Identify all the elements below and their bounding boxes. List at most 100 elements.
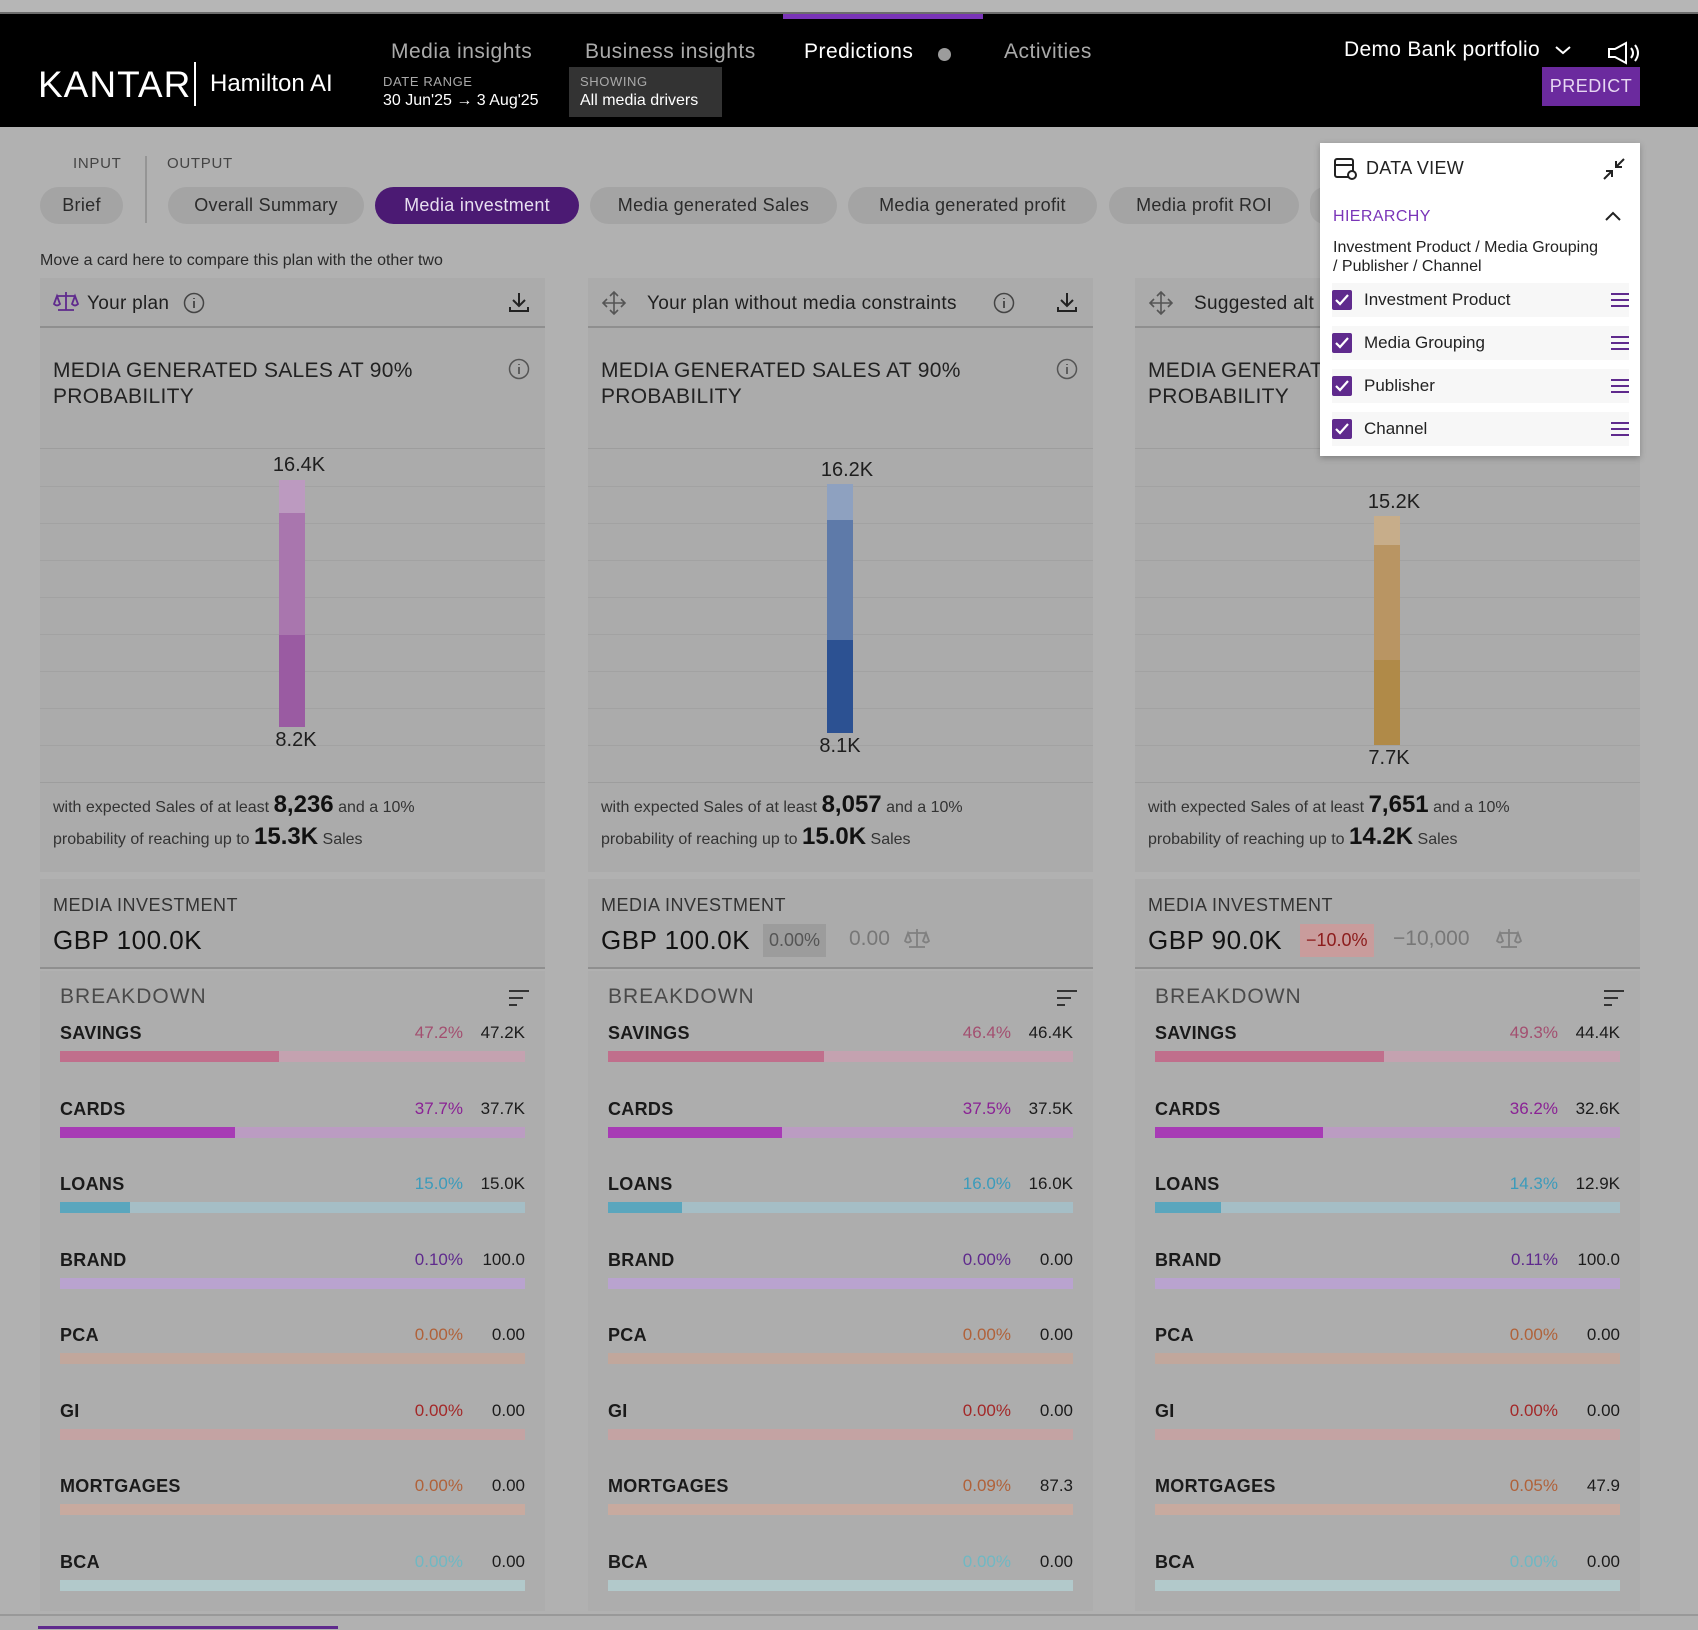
breakdown-row-savings[interactable]: SAVINGS 49.3% 44.4K: [1155, 1023, 1620, 1093]
breakdown-row-cards[interactable]: CARDS 36.2% 32.6K: [1155, 1099, 1620, 1169]
breakdown-row-percent: 47.2%: [414, 1023, 463, 1042]
drag-handle-icon[interactable]: [1611, 291, 1629, 309]
breakdown-bar-track: [60, 1579, 525, 1591]
breakdown-row-savings[interactable]: SAVINGS 46.4% 46.4K: [608, 1023, 1073, 1093]
breakdown-row-value: 37.5K: [1028, 1098, 1073, 1118]
breakdown-title: BREAKDOWN: [608, 985, 755, 1008]
breakdown-row-cards[interactable]: CARDS 37.7% 37.7K: [60, 1099, 525, 1169]
breakdown-bar-fill: [608, 1202, 683, 1213]
investment-difference: 0.00: [849, 927, 890, 950]
plan-card-your-plan[interactable]: Your plan MEDIA GENERATED SALES AT 90% P…: [40, 278, 545, 872]
sort-icon[interactable]: [1602, 988, 1626, 1008]
tab-brief[interactable]: Brief: [40, 187, 123, 224]
info-icon[interactable]: [183, 292, 205, 314]
breakdown-row-brand[interactable]: BRAND 0.00% 0.00: [608, 1250, 1073, 1320]
breakdown-row-loans[interactable]: LOANS 14.3% 12.9K: [1155, 1174, 1620, 1244]
breakdown-title: BREAKDOWN: [1155, 985, 1302, 1008]
sort-icon[interactable]: [507, 988, 531, 1008]
checkbox-checked[interactable]: [1332, 333, 1352, 353]
date-range-value[interactable]: 30 Jun'25 → 3 Aug'25: [383, 92, 539, 109]
breakdown-row-loans[interactable]: LOANS 16.0% 16.0K: [608, 1174, 1073, 1244]
checkbox-checked[interactable]: [1332, 419, 1352, 439]
metric-title: MEDIA GENERATED SALES AT 90% PROBABILITY: [53, 359, 413, 408]
breakdown-row-percent: 0.00%: [962, 1249, 1011, 1269]
drag-handle-icon[interactable]: [1611, 420, 1629, 438]
nav-activities[interactable]: Activities: [1004, 40, 1092, 63]
card-title: Your plan: [87, 293, 170, 314]
breakdown-row-pca[interactable]: PCA 0.00% 0.00: [60, 1325, 525, 1395]
breakdown-row-loans[interactable]: LOANS 15.0% 15.0K: [60, 1174, 525, 1244]
megaphone-icon[interactable]: [1606, 40, 1642, 66]
tab-media-investment[interactable]: Media investment: [375, 187, 579, 224]
hierarchy-level-row[interactable]: Media Grouping: [1332, 326, 1629, 360]
chevron-up-icon[interactable]: [1604, 209, 1622, 223]
tab-media-generated-profit[interactable]: Media generated profit: [848, 187, 1097, 224]
drag-handle-icon[interactable]: [1611, 334, 1629, 352]
breakdown-bar-fill: [608, 1126, 783, 1138]
nav-status-dot: [938, 48, 951, 61]
move-icon[interactable]: [1148, 290, 1174, 316]
breakdown-row-pca[interactable]: PCA 0.00% 0.00: [608, 1325, 1073, 1395]
download-icon[interactable]: [1055, 290, 1079, 314]
breakdown-row-name: CARDS: [608, 1098, 674, 1119]
info-icon[interactable]: [1056, 358, 1078, 380]
expect-text: and a 10%: [886, 799, 963, 816]
checkbox-checked[interactable]: [1332, 290, 1352, 310]
tab-overall-summary[interactable]: Overall Summary: [168, 187, 364, 224]
breakdown-row-name: CARDS: [60, 1098, 126, 1119]
breakdown-row-bca[interactable]: BCA 0.00% 0.00: [1155, 1552, 1620, 1622]
breakdown-row-mortgages[interactable]: MORTGAGES 0.09% 87.3: [608, 1476, 1073, 1546]
nav-business-insights[interactable]: Business insights: [585, 40, 756, 63]
breakdown-bar-track: [608, 1051, 1073, 1062]
download-icon[interactable]: [507, 290, 531, 314]
media-investment-value: GBP 90.0K: [1148, 925, 1283, 955]
showing-label: SHOWING: [580, 74, 648, 89]
tab-media-generated-sales[interactable]: Media generated Sales: [590, 187, 837, 224]
breakdown-row-mortgages[interactable]: MORTGAGES 0.00% 0.00: [60, 1476, 525, 1546]
breakdown-row-name: GI: [1155, 1400, 1175, 1421]
metric-title-line: MEDIA GENERATI: [1148, 359, 1330, 382]
expect-text: with expected Sales of at least: [53, 799, 270, 816]
breakdown-row-name: BCA: [60, 1551, 100, 1572]
breakdown-bar-fill: [1155, 1126, 1324, 1138]
breakdown-row-savings[interactable]: SAVINGS 47.2% 47.2K: [60, 1023, 525, 1093]
breakdown-row-pca[interactable]: PCA 0.00% 0.00: [1155, 1325, 1620, 1395]
hierarchy-level-row[interactable]: Publisher: [1332, 369, 1629, 403]
drag-handle-icon[interactable]: [1611, 377, 1629, 395]
breakdown-row-cards[interactable]: CARDS 37.5% 37.5K: [608, 1099, 1073, 1169]
info-icon[interactable]: [993, 292, 1015, 314]
media-investment-label: MEDIA INVESTMENT: [53, 895, 239, 915]
breakdown-row-brand[interactable]: BRAND 0.11% 100.0: [1155, 1250, 1620, 1320]
max-sales-value: 15.0K: [802, 823, 867, 850]
hierarchy-level-row[interactable]: Investment Product: [1332, 283, 1629, 317]
breakdown-row-gi[interactable]: GI 0.00% 0.00: [60, 1401, 525, 1471]
plan-card-without-constraints[interactable]: Your plan without media constraints MEDI…: [588, 278, 1093, 872]
nav-predictions[interactable]: Predictions: [804, 40, 914, 63]
breakdown-row-brand[interactable]: BRAND 0.10% 100.0: [60, 1250, 525, 1320]
predict-button[interactable]: PREDICT: [1542, 67, 1640, 106]
breakdown-row-gi[interactable]: GI 0.00% 0.00: [608, 1401, 1073, 1471]
portfolio-selector[interactable]: Demo Bank portfolio: [1344, 38, 1572, 62]
collapse-icon[interactable]: [1602, 157, 1626, 181]
breakdown-row-bca[interactable]: BCA 0.00% 0.00: [60, 1552, 525, 1622]
date-range-label: DATE RANGE: [383, 74, 473, 89]
breakdown-row-gi[interactable]: GI 0.00% 0.00: [1155, 1401, 1620, 1471]
breakdown-bar-track: [60, 1051, 525, 1062]
info-icon[interactable]: [508, 358, 530, 380]
nav-media-insights[interactable]: Media insights: [391, 40, 533, 63]
breakdown-row-bca[interactable]: BCA 0.00% 0.00: [608, 1552, 1073, 1622]
sort-icon[interactable]: [1055, 988, 1079, 1008]
breakdown-row-percent: 46.4%: [962, 1023, 1011, 1042]
breakdown-row-mortgages[interactable]: MORTGAGES 0.05% 47.9: [1155, 1476, 1620, 1546]
hierarchy-level-row[interactable]: Channel: [1332, 412, 1629, 446]
media-investment-value: GBP 100.0K: [601, 925, 751, 955]
hierarchy-label[interactable]: HIERARCHY: [1333, 208, 1431, 225]
tab-media-profit-roi[interactable]: Media profit ROI: [1109, 187, 1299, 224]
breakdown-title: BREAKDOWN: [60, 985, 207, 1008]
move-icon[interactable]: [601, 290, 627, 316]
app-header: KANTAR Hamilton AI Media insights Busine…: [0, 14, 1698, 127]
breakdown-row-value: 100.0: [482, 1249, 525, 1269]
expect-text: with expected Sales of at least: [1148, 799, 1365, 816]
showing-selector[interactable]: SHOWING All media drivers: [569, 67, 722, 117]
checkbox-checked[interactable]: [1332, 376, 1352, 396]
